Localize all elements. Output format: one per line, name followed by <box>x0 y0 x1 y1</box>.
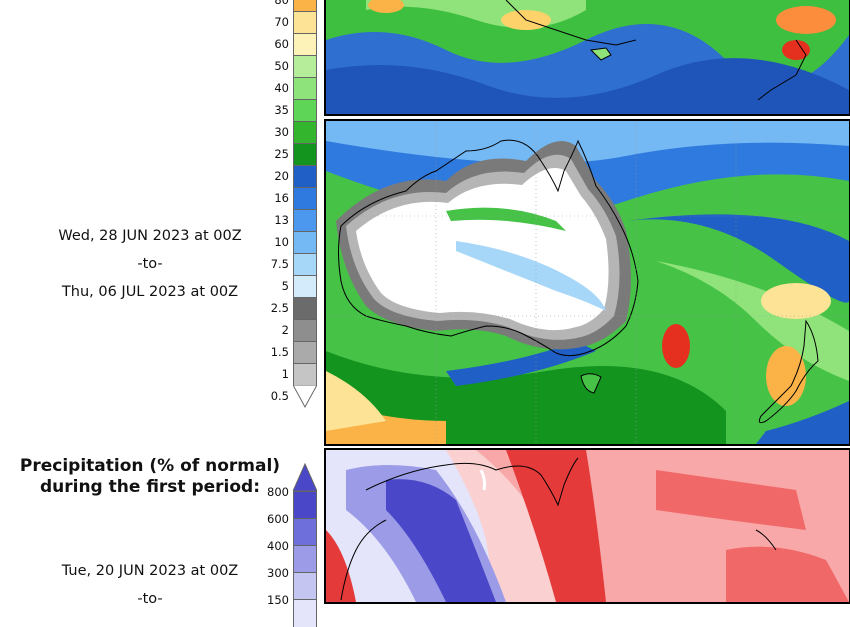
precip-tick-label: 60 <box>274 37 289 51</box>
precip-colorbar-segment <box>293 319 317 342</box>
precip-tick-label: 7.5 <box>270 257 289 271</box>
pct-colorbar-segment <box>293 599 317 627</box>
precip-colorbar-segment <box>293 11 317 34</box>
precip-colorbar-segment <box>293 231 317 254</box>
pct-period-label: Tue, 20 JUN 2023 at 00Z -to- <box>20 563 280 619</box>
precip-tick-label: 40 <box>274 81 289 95</box>
pct-title-line1: Precipitation (% of normal) <box>19 456 281 476</box>
precip-colorbar-segment <box>293 341 317 364</box>
precip-colorbar-segment <box>293 253 317 276</box>
pct-colorbar-segment <box>293 491 317 519</box>
pct-normal-map <box>324 448 850 604</box>
pct-colorbar-segment <box>293 545 317 573</box>
precip-colorbar-segment <box>293 165 317 188</box>
precip-map-graphic <box>326 121 849 444</box>
pct-period-separator: -to- <box>137 591 163 607</box>
precip-tick-label: 13 <box>274 213 289 227</box>
pct-tick-label: 400 <box>267 539 289 553</box>
precip-tick-label: 70 <box>274 15 289 29</box>
precip-tick-label: 1 <box>281 367 289 381</box>
precip-colorbar-segment <box>293 55 317 78</box>
precip-tick-label: 35 <box>274 103 289 117</box>
period-label: Wed, 28 JUN 2023 at 00Z -to- Thu, 06 JUL… <box>20 228 280 312</box>
pct-tick-label: 300 <box>267 566 289 580</box>
pct-colorbar-arrow <box>293 463 317 491</box>
precip-colorbar-segment <box>293 0 317 12</box>
precip-tick-label: 10 <box>274 235 289 249</box>
precip-tick-label: 1.5 <box>270 345 289 359</box>
precip-map-top-partial <box>324 0 850 116</box>
precip-colorbar-segment <box>293 187 317 210</box>
pct-tick-label: 800 <box>267 485 289 499</box>
precip-colorbar-segment <box>293 77 317 100</box>
precip-tick-label: 2 <box>281 323 289 337</box>
precip-tick-label: 2.5 <box>270 301 289 315</box>
pct-colorbar-segment <box>293 572 317 600</box>
precip-tick-label: 30 <box>274 125 289 139</box>
pct-colorbar-segment <box>293 518 317 546</box>
period-start: Wed, 28 JUN 2023 at 00Z <box>58 228 242 244</box>
precip-tick-label: 50 <box>274 59 289 73</box>
period-end: Thu, 06 JUL 2023 at 00Z <box>61 284 239 300</box>
precip-tick-label: 16 <box>274 191 289 205</box>
precip-tick-label: 25 <box>274 147 289 161</box>
precip-colorbar-segment <box>293 209 317 232</box>
precip-colorbar-segment <box>293 33 317 56</box>
precip-colorbar-segment <box>293 99 317 122</box>
precip-colorbar-arrow <box>293 385 317 409</box>
precip-tick-label: 80 <box>274 0 289 7</box>
precip-colorbar-segment <box>293 121 317 144</box>
precip-tick-label: 5 <box>281 279 289 293</box>
period-separator: -to- <box>137 256 163 272</box>
pct-section-title: Precipitation (% of normal) during the f… <box>10 456 290 498</box>
precip-colorbar-segment <box>293 275 317 298</box>
precip-colorbar-segment <box>293 143 317 166</box>
precip-tick-label: 20 <box>274 169 289 183</box>
pct-tick-label: 600 <box>267 512 289 526</box>
pct-period-start: Tue, 20 JUN 2023 at 00Z <box>61 563 239 579</box>
pct-title-line2: during the first period: <box>39 477 261 497</box>
precip-map-main <box>324 119 850 446</box>
precip-colorbar-segment <box>293 297 317 320</box>
pct-normal-map-graphic <box>326 450 849 602</box>
precip-colorbar-segment <box>293 363 317 386</box>
pct-tick-label: 150 <box>267 593 289 607</box>
precip-tick-label: 0.5 <box>270 389 289 403</box>
